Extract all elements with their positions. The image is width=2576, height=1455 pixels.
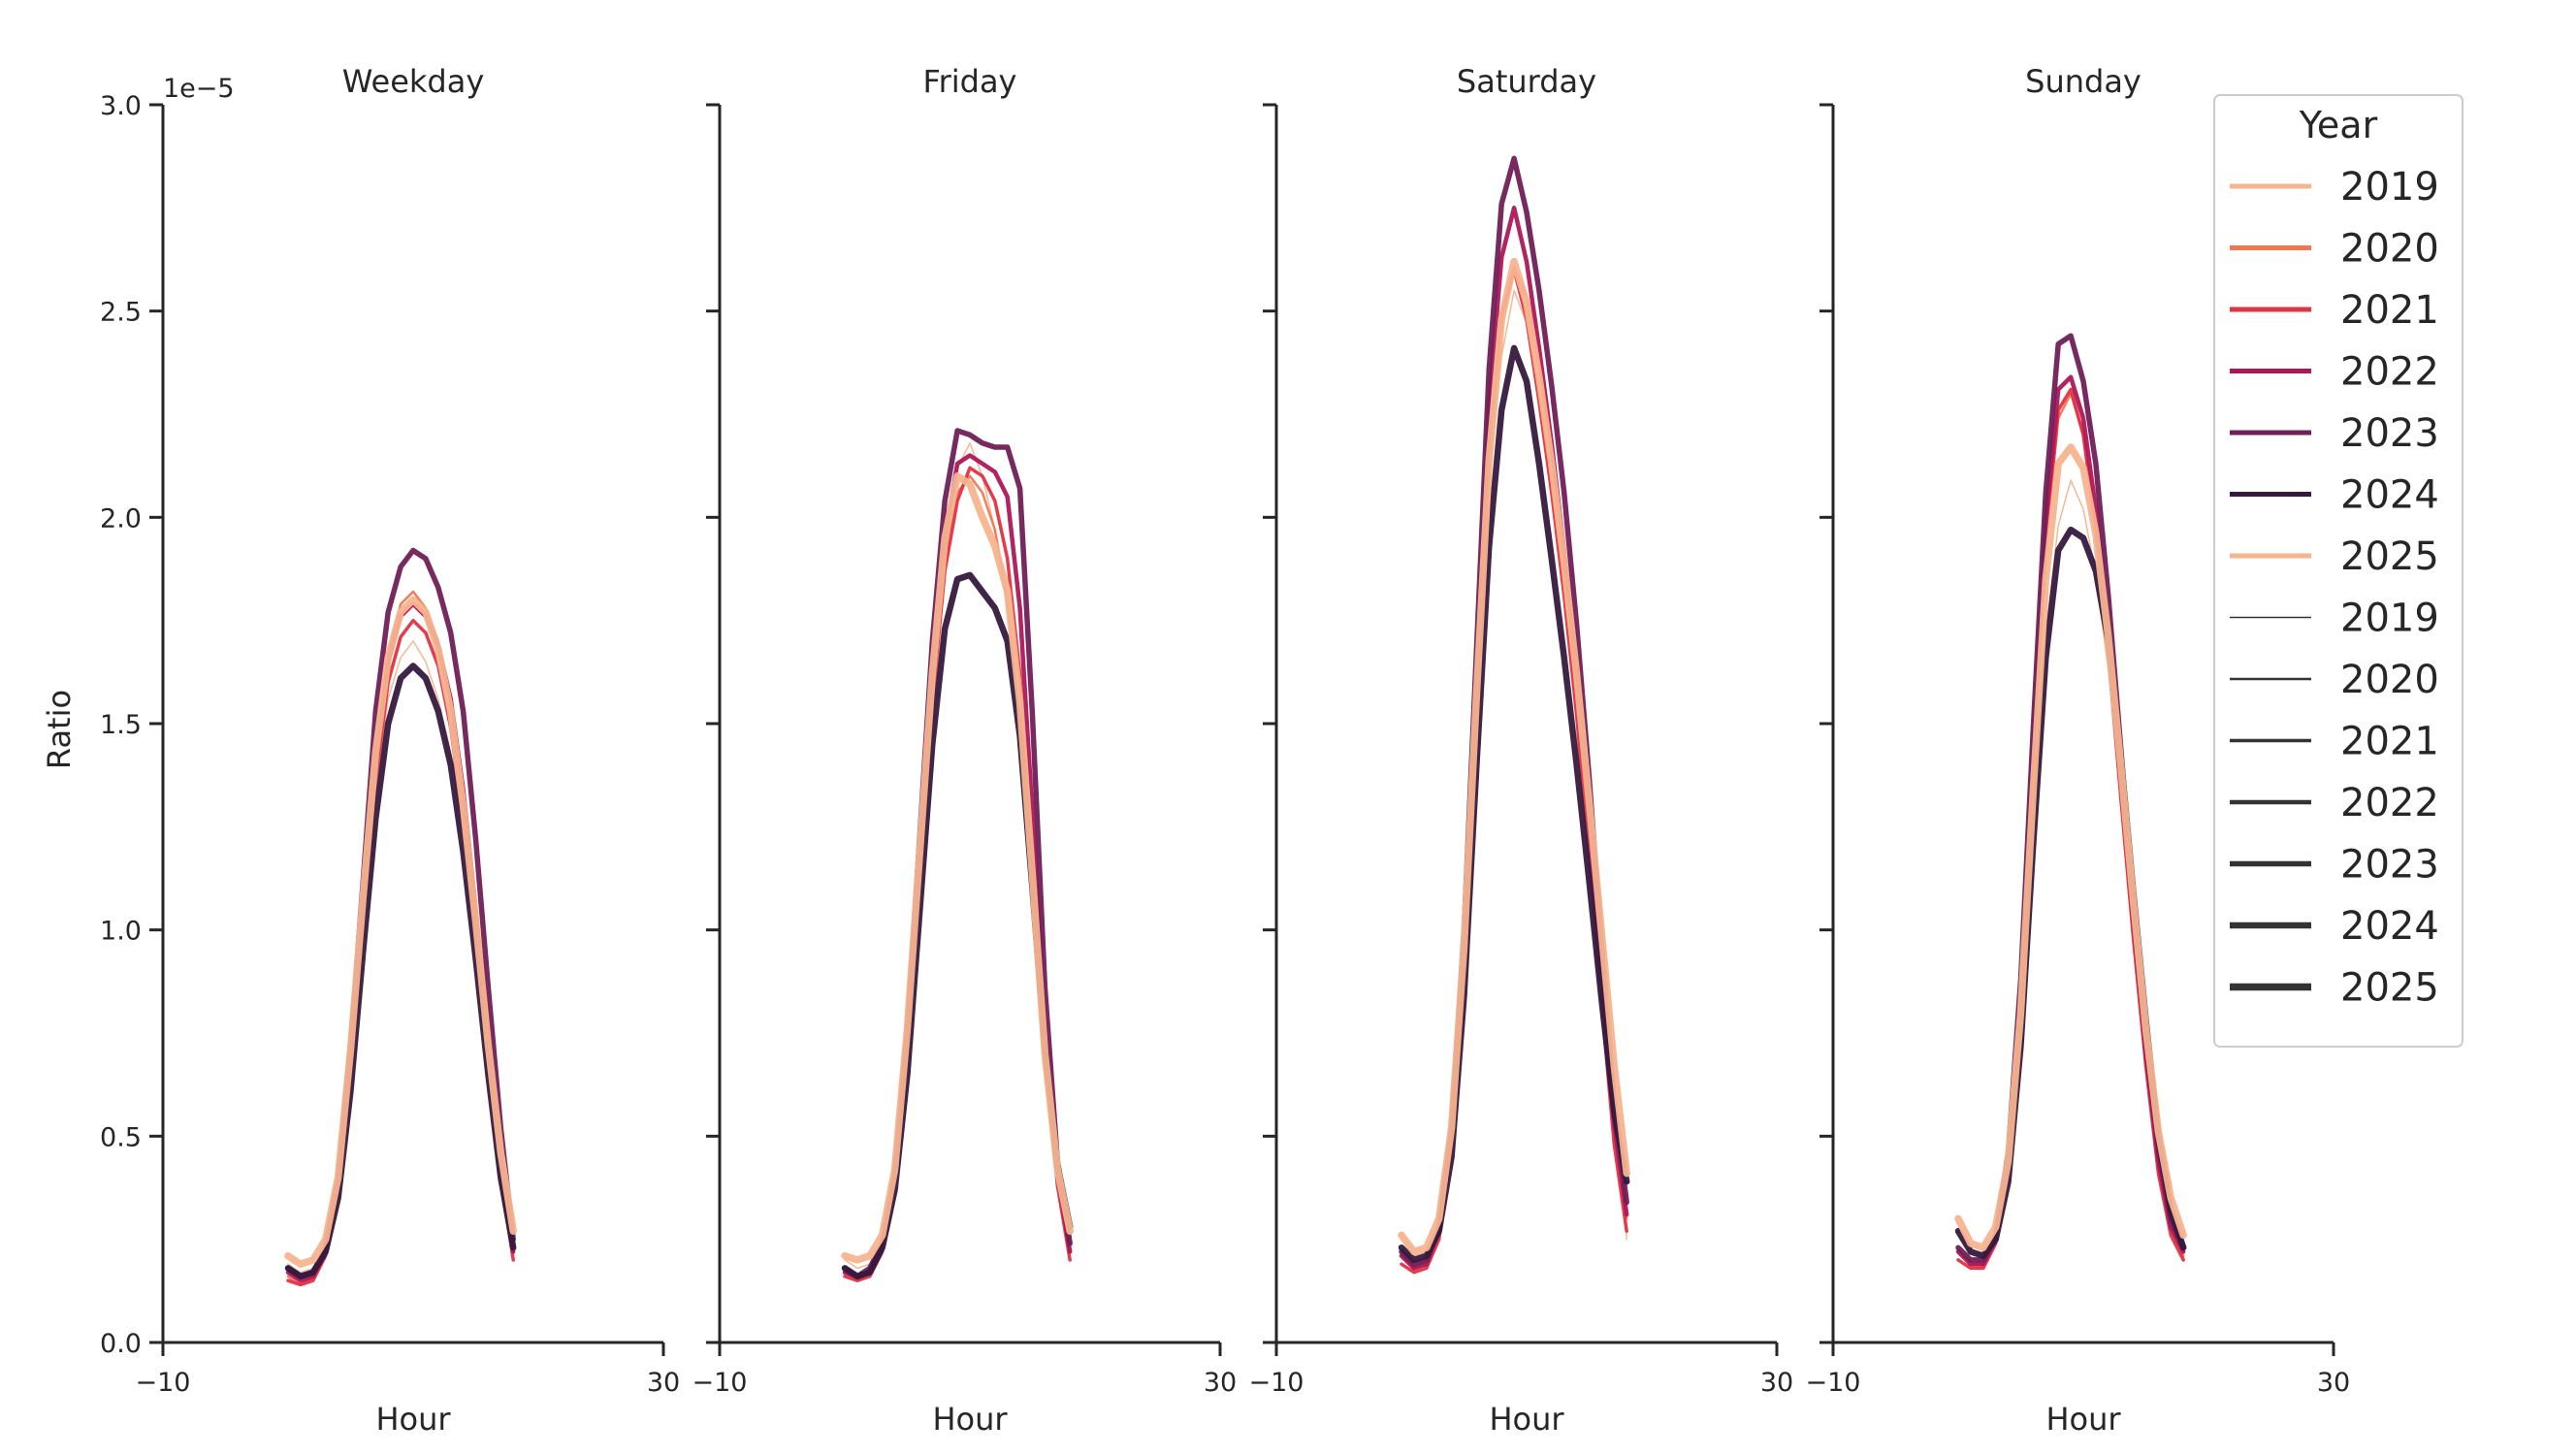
series-line-2020 xyxy=(1400,264,1628,1270)
panel-weekday: Weekday 0.0 0.5 1.0 1.5 2.0 2.5 3.0 −10 30 Hour xyxy=(100,63,680,1438)
series-line-2022 xyxy=(1955,374,2186,1267)
x-tick-label: −10 xyxy=(692,1368,748,1398)
legend-frame xyxy=(2213,94,2463,1048)
legend-label: 2024 xyxy=(2340,904,2439,949)
legend-label: 2025 xyxy=(2340,534,2439,579)
x-tick-label: −10 xyxy=(1806,1368,1861,1398)
panel-sunday: Sunday −10 30 Hour xyxy=(1806,63,2351,1438)
y-axis-label: Ratio xyxy=(41,690,78,769)
y-tick-label: 1.5 xyxy=(100,710,142,740)
series-line-2024 xyxy=(284,663,517,1280)
y-tick-label: 3.0 xyxy=(100,91,142,121)
y-tick-label: 0.0 xyxy=(100,1329,142,1359)
x-tick-label: −10 xyxy=(136,1368,191,1398)
x-tick-label: 30 xyxy=(2317,1368,2350,1398)
series-line-2020 xyxy=(1956,392,2185,1266)
series-line-2021 xyxy=(1400,268,1628,1275)
legend-label: 2020 xyxy=(2340,658,2439,702)
x-axis-label: Hour xyxy=(375,1401,451,1438)
panel-title: Saturday xyxy=(1457,63,1596,100)
legend-title: Year xyxy=(2299,104,2378,146)
y-tick-label: 2.0 xyxy=(100,503,142,534)
series-line-2021 xyxy=(1956,387,2185,1271)
panel-saturday: Saturday −10 30 Hour xyxy=(1249,63,1794,1438)
y-offset-label: 1e−5 xyxy=(163,74,235,104)
x-axis-label: Hour xyxy=(932,1401,1008,1438)
x-axis-label: Hour xyxy=(1489,1401,1564,1438)
panel-title: Friday xyxy=(923,63,1017,100)
series-line-2019 xyxy=(1401,289,1627,1257)
series-line-2025 xyxy=(1954,443,2187,1251)
legend: Year 2019 2020 2021 2022 2023 2024 2025 2019 2020… xyxy=(2213,94,2463,1048)
legend-label: 2025 xyxy=(2340,966,2439,1011)
series-line-2024 xyxy=(1954,526,2187,1259)
legend-label: 2019 xyxy=(2340,165,2439,210)
series-line-2023 xyxy=(1955,333,2186,1263)
legend-label: 2024 xyxy=(2340,473,2439,518)
y-tick-label: 0.5 xyxy=(100,1122,142,1152)
legend-label: 2019 xyxy=(2340,597,2439,641)
legend-label: 2021 xyxy=(2340,720,2439,764)
series-line-2024 xyxy=(1398,344,1630,1264)
legend-label: 2023 xyxy=(2340,411,2439,456)
y-tick-label: 2.5 xyxy=(100,298,142,328)
x-tick-label: 30 xyxy=(1760,1368,1793,1398)
panel-friday: Friday −10 30 Hour xyxy=(692,63,1238,1438)
panel-title: Weekday xyxy=(342,63,485,100)
legend-label: 2020 xyxy=(2340,227,2439,272)
series-line-2019 xyxy=(1957,479,2184,1257)
series-line-2023 xyxy=(1399,155,1629,1267)
x-axis-label: Hour xyxy=(2045,1401,2121,1438)
x-tick-label: 30 xyxy=(647,1368,680,1398)
series-line-2023 xyxy=(842,428,1073,1279)
legend-label: 2021 xyxy=(2340,288,2439,333)
series-line-2025 xyxy=(841,472,1074,1264)
series-line-2025 xyxy=(1398,257,1630,1256)
x-tick-label: −10 xyxy=(1249,1368,1304,1398)
legend-label: 2023 xyxy=(2340,843,2439,888)
y-tick-label: 1.0 xyxy=(100,917,142,947)
series-line-2025 xyxy=(284,596,517,1268)
series-line-2022 xyxy=(1399,206,1629,1271)
x-tick-label: 30 xyxy=(1204,1368,1237,1398)
panel-title: Sunday xyxy=(2025,63,2141,100)
legend-label: 2022 xyxy=(2340,350,2439,395)
legend-label: 2022 xyxy=(2340,781,2439,825)
